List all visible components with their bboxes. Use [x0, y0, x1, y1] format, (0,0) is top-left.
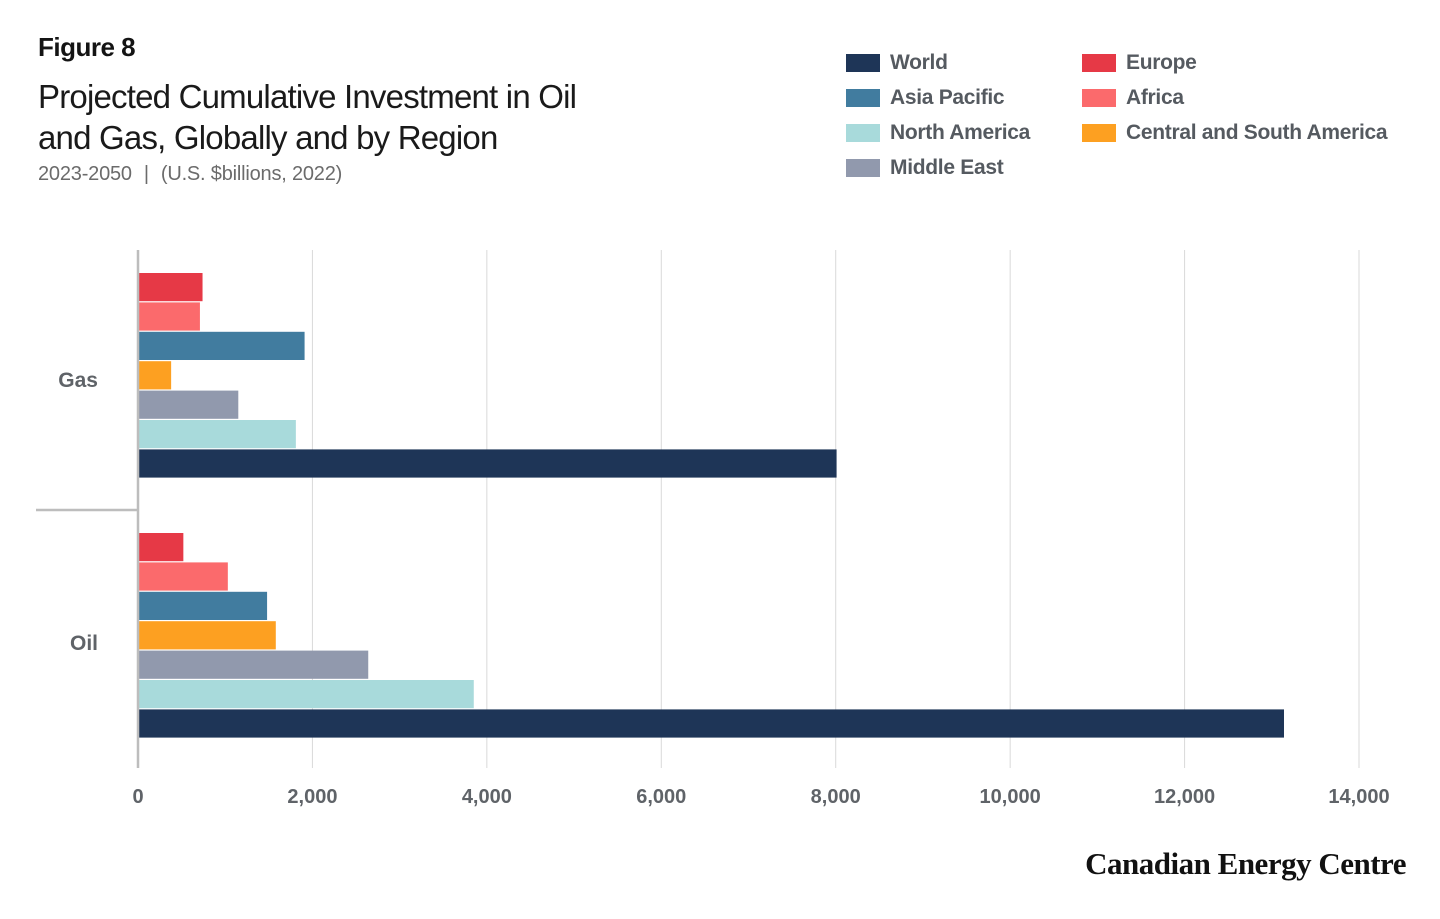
category-label: Oil [70, 632, 98, 655]
x-tick-label: 4,000 [462, 786, 512, 808]
brand-logo-text: Canadian Energy Centre [1085, 846, 1406, 881]
legend-swatch [846, 54, 880, 72]
bar-gas-central-and-south-america [139, 361, 172, 390]
legend-item-world: World [846, 51, 948, 75]
bar-oil-north-america [139, 680, 474, 709]
bar-gas-asia-pacific [139, 331, 305, 360]
x-tick-label: 14,000 [1328, 786, 1389, 808]
x-tick-label: 12,000 [1154, 786, 1215, 808]
legend-swatch [846, 124, 880, 142]
subtitle-separator: | [143, 163, 149, 185]
legend-swatch [846, 89, 880, 107]
bar-oil-africa [139, 562, 228, 591]
bar-gas-middle-east [139, 390, 239, 419]
legend-item-central-and-south-america: Central and South America [1082, 121, 1388, 145]
legend-label: North America [890, 121, 1031, 144]
legend-item-africa: Africa [1082, 86, 1184, 110]
chart-subtitle: 2023-2050 | (U.S. $billions, 2022) [38, 163, 342, 186]
legend-item-asia-pacific: Asia Pacific [846, 86, 1005, 110]
x-tick-label: 0 [132, 786, 143, 808]
bar-gas-europe [139, 273, 203, 302]
subtitle-units: (U.S. $billions, 2022) [160, 163, 343, 185]
legend-label: Africa [1126, 86, 1184, 109]
legend-label: Europe [1126, 51, 1197, 74]
bar-gas-africa [139, 302, 200, 331]
legend-item-north-america: North America [846, 121, 1030, 145]
chart-title: Projected Cumulative Investment in Oil a… [38, 78, 577, 156]
legend-swatch [1082, 124, 1116, 142]
legend-item-middle-east: Middle East [846, 156, 1004, 180]
legend-label: Central and South America [1126, 121, 1388, 144]
figure-label: Figure 8 [38, 32, 136, 62]
bar-gas-north-america [139, 420, 296, 449]
chart-legend: World Asia Pacific North America Middle Eas… [846, 50, 1416, 190]
legend-item-europe: Europe [1082, 51, 1197, 75]
legend-swatch [846, 159, 880, 177]
subtitle-years: 2023-2050 [38, 163, 132, 185]
legend-swatch [1082, 89, 1116, 107]
x-tick-label: 8,000 [811, 786, 861, 808]
bar-gas-world [139, 449, 837, 478]
x-tick-label: 10,000 [980, 786, 1041, 808]
category-label: Gas [58, 369, 98, 392]
bar-oil-world [139, 709, 1284, 738]
bar-oil-central-and-south-america [139, 621, 276, 650]
bar-oil-asia-pacific [139, 591, 268, 620]
x-tick-label: 2,000 [287, 786, 337, 808]
legend-label: Asia Pacific [890, 86, 1005, 109]
x-tick-label: 6,000 [636, 786, 686, 808]
legend-label: Middle East [890, 156, 1004, 179]
legend-swatch [1082, 54, 1116, 72]
bar-oil-middle-east [139, 650, 369, 679]
legend-label: World [890, 51, 948, 74]
bar-oil-europe [139, 533, 184, 562]
